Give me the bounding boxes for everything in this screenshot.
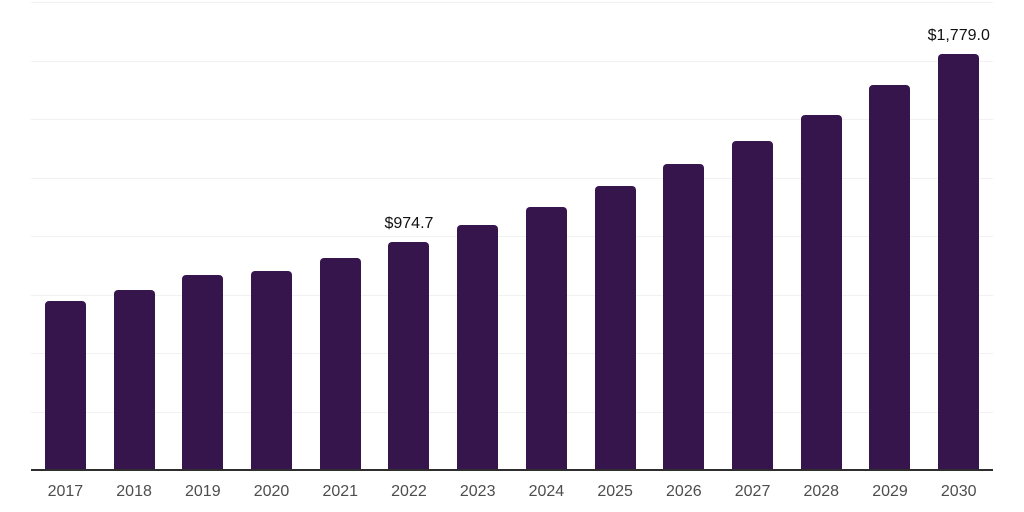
bar-2023 bbox=[457, 224, 499, 470]
x-tick-label-2021: 2021 bbox=[322, 483, 359, 500]
bar-group-2028 bbox=[787, 2, 856, 470]
x-tick-label-2018: 2018 bbox=[116, 483, 152, 500]
bar-group-2023 bbox=[443, 2, 512, 470]
bar-group-2024 bbox=[512, 2, 581, 470]
x-tick-label-2024: 2024 bbox=[528, 483, 565, 500]
x-tick-label-2028: 2028 bbox=[803, 483, 840, 500]
bar-2029 bbox=[869, 85, 911, 470]
bar-2019 bbox=[182, 275, 224, 470]
bar-2026 bbox=[663, 163, 705, 470]
gridline bbox=[31, 411, 993, 413]
bar-group-2018 bbox=[100, 2, 169, 470]
bar-group-2022: $974.7 bbox=[375, 2, 444, 470]
gridline bbox=[31, 2, 993, 3]
bar-2022 bbox=[388, 241, 430, 470]
x-axis-line bbox=[31, 469, 993, 471]
gridline bbox=[31, 294, 993, 296]
x-tick-label-2017: 2017 bbox=[47, 483, 84, 500]
x-tick-label-2030: 2030 bbox=[940, 483, 977, 500]
bar-2030 bbox=[938, 53, 980, 470]
bar-group-2021 bbox=[306, 2, 375, 470]
plot-area: $974.7 $1,779.0 bbox=[31, 2, 993, 470]
x-axis-labels: 2017 2018 2019 2020 2021 2022 2023 2024 2025 2026… bbox=[31, 482, 993, 501]
gridline bbox=[31, 177, 993, 179]
bar-group-2020 bbox=[237, 2, 306, 470]
x-tick-label-2020: 2020 bbox=[253, 483, 290, 500]
bar-2025 bbox=[594, 186, 636, 470]
gridline bbox=[31, 60, 993, 62]
bar-2021 bbox=[319, 257, 361, 470]
x-tick-label-2025: 2025 bbox=[597, 483, 633, 500]
gridline bbox=[31, 119, 993, 120]
bar-2020 bbox=[251, 270, 293, 470]
gridline bbox=[31, 353, 993, 354]
x-tick-label-2019: 2019 bbox=[185, 483, 221, 500]
bar-value-label-2030: $1,779.0 bbox=[927, 26, 990, 44]
bar-2018 bbox=[113, 290, 155, 470]
bar-group-2025 bbox=[581, 2, 650, 470]
bar-group-2026 bbox=[649, 2, 718, 470]
x-tick-label-2026: 2026 bbox=[666, 483, 702, 500]
bar-value-label-2022: $974.7 bbox=[384, 214, 434, 232]
bars: $974.7 $1,779.0 bbox=[31, 2, 993, 470]
x-tick-label-2023: 2023 bbox=[459, 483, 496, 500]
bar-2028 bbox=[800, 114, 842, 470]
bar-group-2019 bbox=[168, 2, 237, 470]
gridline bbox=[31, 236, 993, 237]
bar-2017 bbox=[44, 301, 86, 470]
bar-2024 bbox=[525, 207, 567, 470]
bar-group-2017 bbox=[31, 2, 100, 470]
bar-group-2029 bbox=[856, 2, 925, 470]
x-tick-label-2027: 2027 bbox=[734, 483, 771, 500]
x-tick-label-2029: 2029 bbox=[872, 483, 908, 500]
x-tick-label-2022: 2022 bbox=[391, 483, 427, 500]
bar-group-2030: $1,779.0 bbox=[924, 2, 993, 470]
bar-group-2027 bbox=[718, 2, 787, 470]
bar-2027 bbox=[732, 140, 774, 470]
